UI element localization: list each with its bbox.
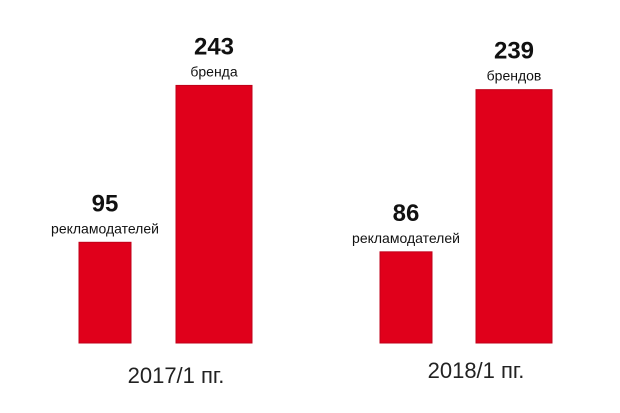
unit-label: рекламодателей: [352, 230, 460, 246]
bar-brands-0: [175, 84, 253, 344]
bar-brands-1: [475, 89, 553, 344]
category-label: 2017/1 пг.: [128, 363, 225, 388]
value-label: 86: [393, 200, 420, 227]
bar-advertisers-1: [379, 251, 433, 344]
value-label: 243: [194, 33, 234, 60]
category-label: 2018/1 пг.: [428, 358, 525, 383]
value-label: 239: [494, 38, 534, 65]
unit-label: брендов: [487, 68, 542, 84]
value-label: 95: [92, 190, 119, 217]
bar-advertisers-0: [78, 241, 132, 344]
unit-label: рекламодателей: [51, 220, 159, 236]
unit-label: бренда: [190, 63, 237, 79]
